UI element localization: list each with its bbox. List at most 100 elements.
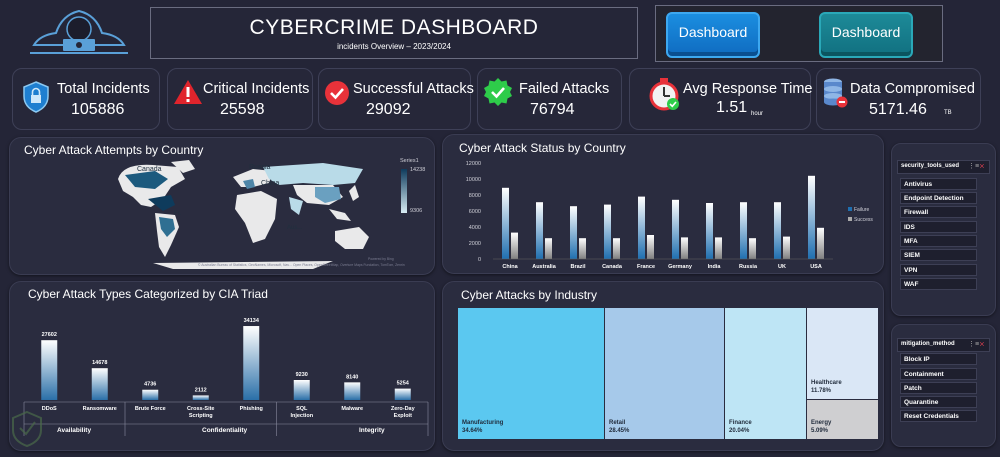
map-credit-right: Powered by Bing (368, 257, 394, 261)
x-tick-label: USA (810, 264, 822, 270)
x-tick-label: Australia (532, 264, 556, 270)
clear-filter-icon[interactable]: ⨯ (979, 341, 985, 348)
world-map[interactable] (93, 157, 393, 269)
dashboard-button-2[interactable]: Dashboard (819, 12, 913, 58)
slicer-item-quarantine[interactable]: Quarantine (900, 396, 977, 408)
x-tick-label: Brute Force (135, 406, 166, 412)
treemap-tile-manufacturing[interactable]: Manufacturing 34.64% (458, 308, 604, 439)
bar-failure[interactable] (740, 202, 747, 259)
kpi-value: 76794 (530, 101, 575, 118)
slicer-item-ids[interactable]: IDS (900, 221, 977, 233)
kpi-value: 5171.46 (869, 101, 927, 118)
bar-attack-type[interactable] (41, 340, 58, 400)
kpi-value: 1.51 (716, 99, 748, 116)
title-box: CYBERCRIME DASHBOARD incidents Overview … (150, 7, 638, 59)
bar-attack-type[interactable] (142, 389, 159, 400)
kpi-unit: TB (944, 110, 952, 116)
x-tick-label: Exploit (394, 413, 413, 419)
bar-success[interactable] (511, 232, 518, 259)
treemap-tile-retail[interactable]: Retail 28.45% (605, 308, 724, 439)
bar-failure[interactable] (774, 202, 781, 259)
status-bar-chart: 0 2000 4000 6000 8000 10000 12000 China Australi… (466, 161, 874, 270)
data-label: 34134 (244, 318, 260, 324)
slicer-item-mfa[interactable]: MFA (900, 235, 977, 247)
mitigation-method-slicer: mitigation_method ⋮≡ ⨯ Block IP Containm… (891, 324, 996, 447)
slicer-item-antivirus[interactable]: Antivirus (900, 178, 977, 190)
map-label-canada: Canada (137, 166, 162, 173)
data-label: 14678 (92, 360, 107, 366)
bar-failure[interactable] (672, 199, 679, 259)
bar-attack-type[interactable] (243, 326, 260, 400)
kpi-label: Total Incidents (57, 81, 150, 97)
bar-failure[interactable] (604, 204, 611, 259)
map-label-russia: Russia (249, 164, 271, 171)
legend-label: Failure (854, 207, 870, 213)
cia-bar-chart: 27602 DDoS 14678 Ransomware 4736 Brute Force 2… (23, 318, 429, 436)
data-label: 2112 (195, 387, 207, 393)
bar-success[interactable] (817, 227, 824, 259)
bar-attack-type[interactable] (293, 380, 310, 400)
bar-failure[interactable] (638, 196, 645, 259)
slicer-item-reset-credentials[interactable]: Reset Credentials (900, 410, 977, 422)
tile-name: Healthcare (811, 380, 842, 386)
bar-attack-type[interactable] (91, 368, 108, 400)
multi-select-icon[interactable]: ⋮≡ (968, 163, 980, 170)
x-tick-label: Scripting (189, 413, 213, 419)
bar-success[interactable] (647, 235, 654, 259)
x-tick-label: Ransomware (83, 406, 117, 412)
industry-panel-title: Cyber Attacks by Industry (461, 288, 598, 302)
tile-pct: 5.09% (811, 428, 829, 434)
x-tick-label: SQL (296, 406, 308, 412)
bar-success[interactable] (749, 238, 756, 259)
slicer-item-block-ip[interactable]: Block IP (900, 353, 977, 365)
bar-success[interactable] (681, 237, 688, 259)
slicer-item-firewall[interactable]: Firewall (900, 206, 977, 218)
multi-select-icon[interactable]: ⋮≡ (968, 341, 980, 348)
x-tick-label: China (502, 264, 518, 270)
treemap-tile-healthcare[interactable]: Healthcare 11.78% (807, 308, 878, 399)
slicer-item-endpoint-detection[interactable]: Endpoint Detection (900, 192, 977, 204)
bar-failure[interactable] (536, 202, 543, 259)
shield-watermark-icon (12, 410, 42, 448)
bar-failure[interactable] (808, 175, 815, 259)
data-label: 5254 (397, 381, 410, 387)
bar-success[interactable] (613, 238, 620, 259)
bar-success[interactable] (715, 237, 722, 259)
slicer-item-containment[interactable]: Containment (900, 368, 977, 380)
slicer-item-waf[interactable]: WAF (900, 278, 977, 290)
x-tick-label: Russia (739, 264, 758, 270)
bar-failure[interactable] (570, 206, 577, 259)
bar-attack-type[interactable] (394, 388, 411, 400)
kpi-failed-attacks: Failed Attacks 76794 (477, 68, 622, 130)
x-tick-label: Canada (602, 264, 623, 270)
page-title: CYBERCRIME DASHBOARD (249, 16, 539, 39)
tile-name: Energy (811, 420, 832, 426)
tile-pct: 11.78% (811, 388, 832, 394)
slicer-item-vpn[interactable]: VPN (900, 264, 977, 276)
bar-attack-type[interactable] (192, 395, 209, 400)
slicer-item-patch[interactable]: Patch (900, 382, 977, 394)
kpi-label: Data Compromised (850, 81, 975, 97)
treemap-tile-energy[interactable]: Energy 5.09% (807, 400, 878, 439)
map-panel-title: Cyber Attack Attempts by Country (24, 143, 204, 157)
bar-attack-type[interactable] (344, 382, 361, 400)
bar-failure[interactable] (706, 203, 713, 259)
database-icon (824, 78, 848, 108)
bar-success[interactable] (783, 236, 790, 259)
stopwatch-icon (649, 78, 679, 111)
treemap-tile-finance[interactable]: Finance 20.04% (725, 308, 806, 439)
x-tick-label: UK (778, 264, 786, 270)
x-tick-label: Brazil (571, 264, 586, 270)
data-label: 4736 (144, 382, 156, 388)
cia-group-integrity: Integrity (359, 427, 385, 434)
x-tick-label: Zero-Day (391, 406, 416, 412)
clear-filter-icon[interactable]: ⨯ (979, 163, 985, 170)
slicer-item-siem[interactable]: SIEM (900, 249, 977, 261)
bar-success[interactable] (579, 238, 586, 259)
kpi-label: Avg Response Time (683, 81, 813, 97)
tile-pct: 34.64% (462, 428, 483, 434)
dashboard-button-1[interactable]: Dashboard (666, 12, 760, 58)
bar-success[interactable] (545, 238, 552, 259)
bar-failure[interactable] (502, 187, 509, 259)
x-tick-label: Phishing (240, 406, 263, 412)
